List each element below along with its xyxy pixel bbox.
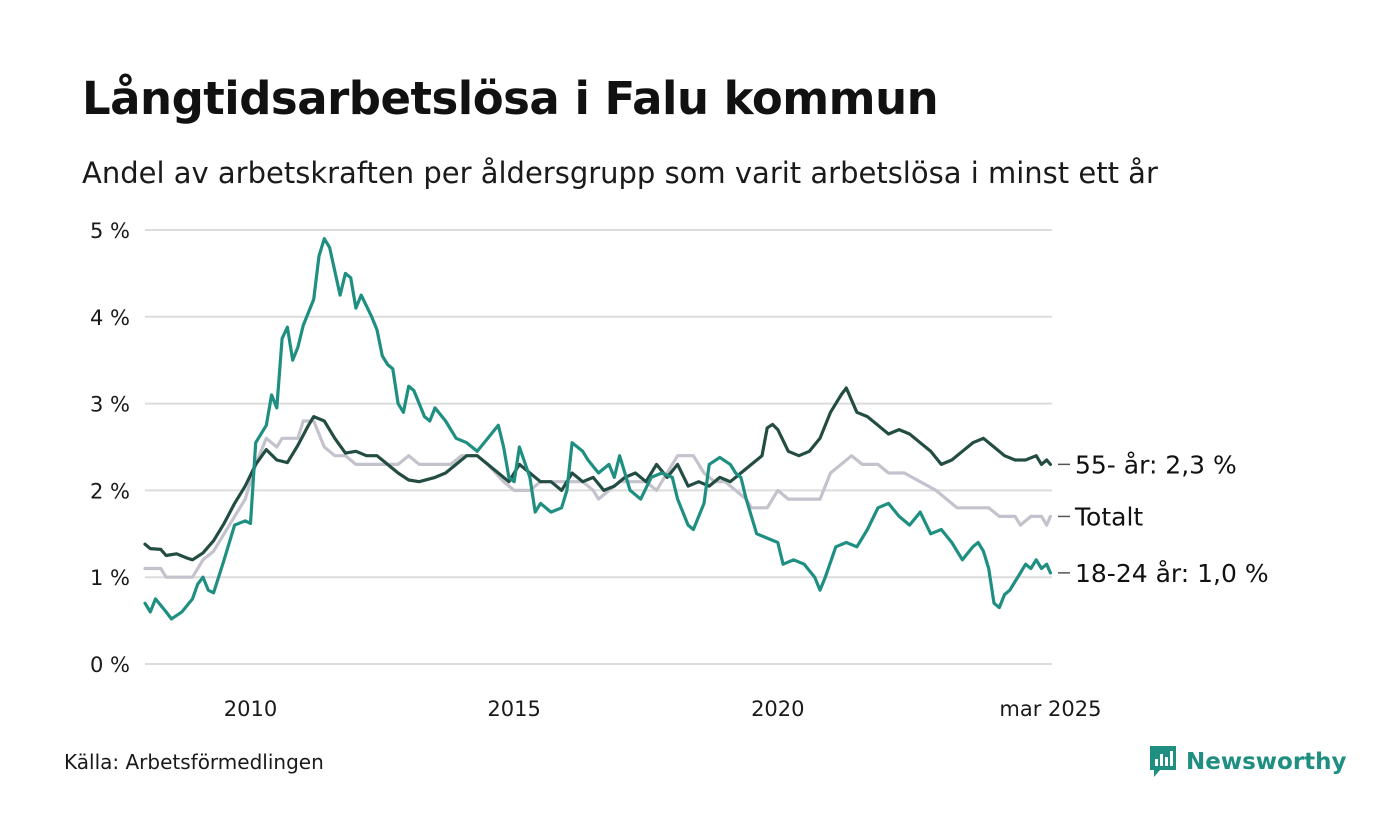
x-tick-label: mar 2025 (999, 697, 1101, 721)
page-title: Långtidsarbetslösa i Falu kommun (82, 72, 939, 125)
source-note: Källa: Arbetsförmedlingen (64, 750, 324, 774)
y-tick-label: 3 % (90, 393, 130, 417)
page-subtitle: Andel av arbetskraften per åldersgrupp s… (82, 156, 1158, 190)
series-lines (143, 237, 1052, 621)
y-axis-tick-labels: 0 % 1 % 2 % 3 % 4 % 5 % (90, 219, 130, 677)
series-end-label: Totalt (1074, 502, 1143, 531)
series-end-label: 55- år: 2,3 % (1075, 450, 1237, 479)
series-end-label: 18-24 år: 1,0 % (1075, 559, 1269, 588)
x-tick-label: 2010 (224, 697, 277, 721)
x-axis-tick-labels: 2010 2015 2020 mar 2025 (224, 697, 1102, 721)
x-tick-label: 2020 (751, 697, 804, 721)
brand-logo: Newsworthy (1148, 744, 1347, 780)
y-tick-label: 2 % (90, 479, 130, 503)
gridlines (145, 229, 1052, 665)
series-line (143, 419, 1052, 579)
y-tick-label: 1 % (90, 566, 130, 590)
series-line (143, 237, 1052, 621)
newsworthy-logo-icon (1150, 746, 1176, 777)
series-line (143, 386, 1052, 562)
y-tick-label: 0 % (90, 653, 130, 677)
y-tick-label: 5 % (90, 219, 130, 243)
series-end-labels: Totalt 55- år: 2,3 % 18-24 år: 1,0 % (1058, 450, 1269, 588)
x-tick-label: 2015 (487, 697, 540, 721)
y-tick-label: 4 % (90, 306, 130, 330)
brand-name: Newsworthy (1186, 749, 1347, 775)
